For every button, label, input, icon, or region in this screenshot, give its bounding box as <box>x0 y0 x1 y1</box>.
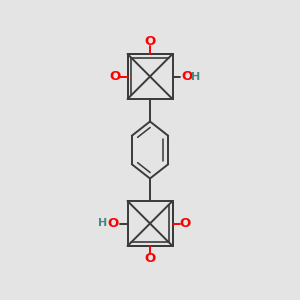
Text: O: O <box>182 70 193 83</box>
Text: O: O <box>109 70 121 83</box>
Text: O: O <box>144 34 156 48</box>
Text: O: O <box>179 217 191 230</box>
Text: H: H <box>98 218 107 229</box>
Text: O: O <box>107 217 118 230</box>
Text: O: O <box>144 252 156 266</box>
Text: H: H <box>191 71 200 82</box>
